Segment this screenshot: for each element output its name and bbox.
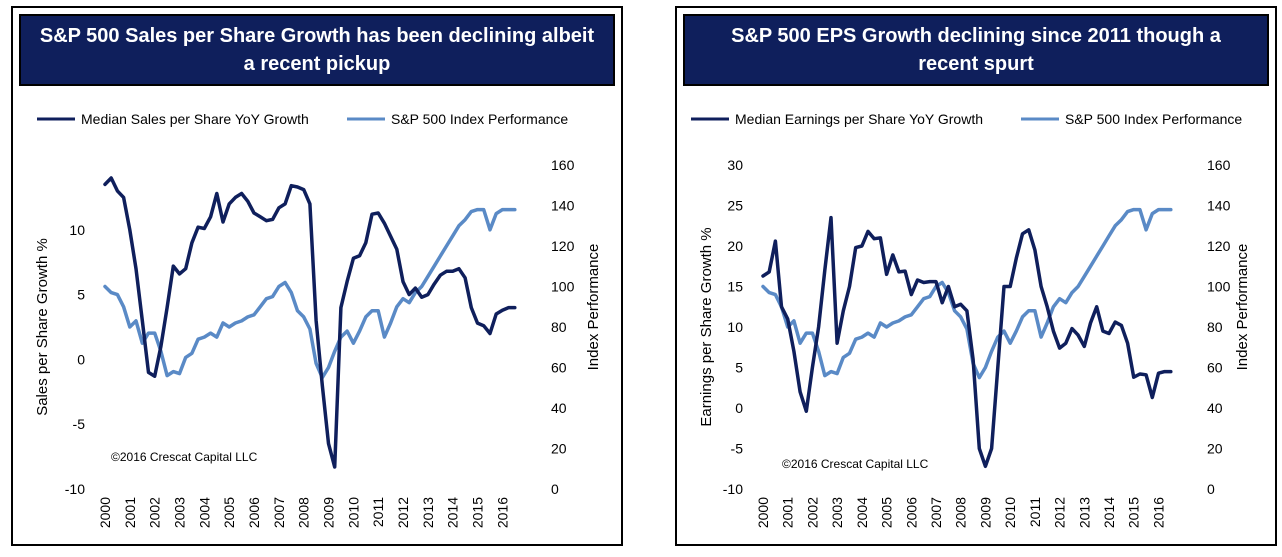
y-tick-label: 20 — [727, 238, 743, 254]
eps-growth-chart-panel: S&P 500 EPS Growth declining since 2011 … — [675, 6, 1277, 546]
y2-tick-label: 160 — [551, 157, 575, 173]
y-tick-label: 10 — [727, 319, 743, 335]
x-tick-label: 2000 — [97, 497, 113, 528]
y-tick-label: 25 — [727, 198, 743, 214]
x-tick-label: 2001 — [122, 497, 138, 528]
x-tick-label: 2002 — [147, 497, 163, 528]
y2-axis-title: Index Performance — [585, 244, 602, 371]
x-tick-label: 2007 — [928, 497, 944, 528]
x-tick-label: 2012 — [395, 497, 411, 528]
x-tick-label: 2006 — [246, 497, 262, 528]
y2-tick-label: 40 — [1207, 400, 1223, 416]
legend-label-index: S&P 500 Index Performance — [391, 111, 568, 127]
y2-axis-title: Index Performance — [1234, 244, 1251, 371]
y2-tick-label: 80 — [1207, 319, 1223, 335]
x-tick-label: 2011 — [370, 497, 386, 527]
y-tick-label: -5 — [731, 441, 744, 457]
y-tick-label: -10 — [65, 481, 85, 497]
y2-tick-label: 20 — [551, 441, 567, 457]
y2-tick-label: 20 — [1207, 441, 1223, 457]
y-axis-title: Sales per Share Growth % — [34, 238, 51, 416]
y-tick-label: 10 — [69, 222, 85, 238]
legend-label-growth: Median Sales per Share YoY Growth — [81, 111, 309, 127]
y-tick-label: -10 — [723, 481, 743, 497]
chart-title: S&P 500 Sales per Share Growth has been … — [19, 14, 615, 86]
x-tick-label: 2008 — [296, 497, 312, 528]
copyright-note: ©2016 Crescat Capital LLC — [111, 450, 258, 464]
x-tick-label: 2008 — [953, 497, 969, 528]
y2-tick-label: 160 — [1207, 157, 1231, 173]
y-tick-label: 0 — [77, 351, 85, 367]
y-axis-title: Earnings per Share Growth % — [698, 227, 715, 426]
x-tick-label: 2000 — [755, 497, 771, 528]
x-tick-label: 2015 — [1126, 497, 1142, 528]
x-tick-label: 2007 — [271, 497, 287, 528]
copyright-note: ©2016 Crescat Capital LLC — [782, 457, 929, 471]
x-tick-label: 2001 — [780, 497, 796, 528]
chart-title: S&P 500 EPS Growth declining since 2011 … — [683, 14, 1269, 86]
y2-tick-label: 40 — [551, 400, 567, 416]
x-tick-label: 2010 — [345, 497, 361, 528]
y2-tick-label: 0 — [551, 481, 559, 497]
y-tick-label: -5 — [73, 416, 86, 432]
x-tick-label: 2013 — [420, 497, 436, 528]
index-series-line — [103, 207, 517, 380]
x-tick-label: 2003 — [172, 497, 188, 528]
legend-label-growth: Median Earnings per Share YoY Growth — [735, 111, 983, 127]
x-tick-label: 2006 — [903, 497, 919, 528]
x-tick-label: 2003 — [829, 497, 845, 528]
y2-tick-label: 100 — [1207, 279, 1231, 295]
index-series-line — [761, 207, 1173, 380]
y2-tick-label: 140 — [1207, 198, 1231, 214]
y-tick-label: 0 — [735, 400, 743, 416]
x-tick-label: 2005 — [879, 497, 895, 528]
y-tick-label: 30 — [727, 157, 743, 173]
y-tick-label: 5 — [77, 287, 85, 303]
y2-tick-label: 120 — [551, 238, 575, 254]
y-tick-label: 5 — [735, 360, 743, 376]
x-tick-label: 2013 — [1076, 497, 1092, 528]
x-tick-label: 2014 — [445, 497, 461, 528]
sales-growth-chart-panel: S&P 500 Sales per Share Growth has been … — [11, 6, 623, 546]
y2-tick-label: 120 — [1207, 238, 1231, 254]
x-tick-label: 2016 — [494, 497, 510, 528]
sales-growth-line-chart: Median Sales per Share YoY Growth S&P 500… — [34, 111, 602, 528]
x-tick-label: 2016 — [1150, 497, 1166, 528]
x-tick-label: 2011 — [1027, 497, 1043, 527]
x-tick-label: 2010 — [1002, 497, 1018, 528]
x-tick-label: 2002 — [804, 497, 820, 528]
y2-tick-label: 60 — [1207, 360, 1223, 376]
x-tick-label: 2009 — [977, 497, 993, 528]
x-tick-label: 2005 — [221, 497, 237, 528]
growth-series-line — [103, 176, 517, 469]
x-tick-label: 2004 — [196, 497, 212, 528]
y-tick-label: 15 — [727, 279, 743, 295]
y2-tick-label: 60 — [551, 360, 567, 376]
legend-label-index: S&P 500 Index Performance — [1065, 111, 1242, 127]
y2-tick-label: 0 — [1207, 481, 1215, 497]
x-tick-label: 2014 — [1101, 497, 1117, 528]
eps-growth-line-chart: Median Earnings per Share YoY Growth S&P … — [691, 111, 1251, 528]
y2-tick-label: 100 — [551, 279, 575, 295]
x-tick-label: 2015 — [470, 497, 486, 528]
x-tick-label: 2009 — [321, 497, 337, 528]
y2-tick-label: 80 — [551, 319, 567, 335]
x-tick-label: 2004 — [854, 497, 870, 528]
y2-tick-label: 140 — [551, 198, 575, 214]
x-tick-label: 2012 — [1052, 497, 1068, 528]
growth-series-line — [761, 215, 1173, 469]
